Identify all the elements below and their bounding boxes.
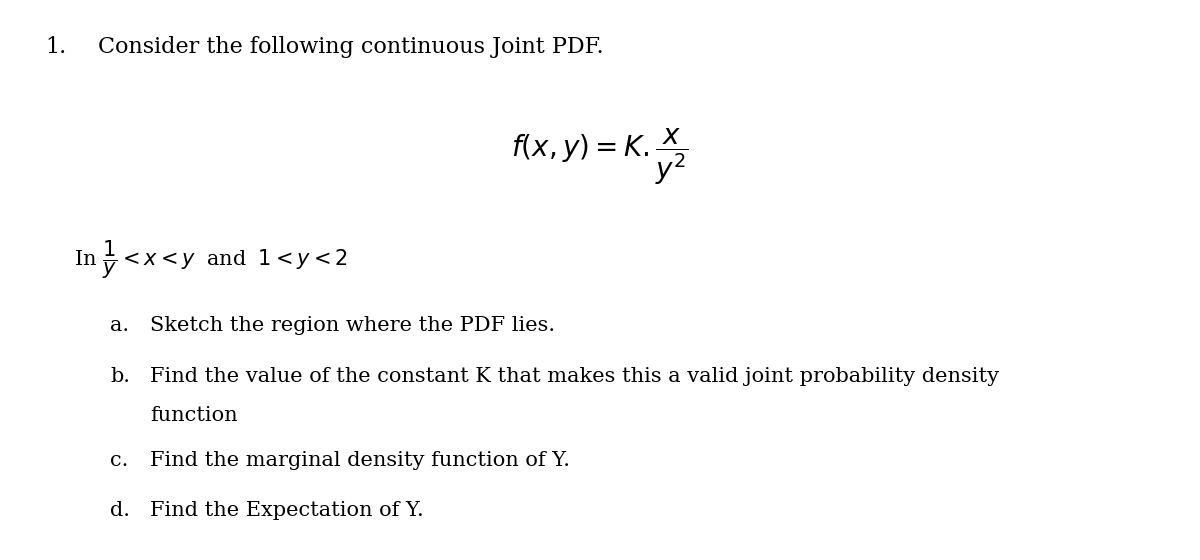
Text: In $\dfrac{1}{y} < x < y\;$ and $\;1 < y < 2$: In $\dfrac{1}{y} < x < y\;$ and $\;1 < y… <box>74 238 348 281</box>
Text: Find the value of the constant K that makes this a valid joint probability densi: Find the value of the constant K that ma… <box>150 367 1000 386</box>
Text: $f(x, y) = K.\dfrac{x}{y^2}$: $f(x, y) = K.\dfrac{x}{y^2}$ <box>511 126 689 186</box>
Text: Find the marginal density function of Y.: Find the marginal density function of Y. <box>150 451 570 470</box>
Text: 1.: 1. <box>46 36 67 58</box>
Text: a.: a. <box>110 316 130 335</box>
Text: Sketch the region where the PDF lies.: Sketch the region where the PDF lies. <box>150 316 556 335</box>
Text: c.: c. <box>110 451 128 470</box>
Text: Find the Expectation of Y.: Find the Expectation of Y. <box>150 501 424 520</box>
Text: b.: b. <box>110 367 131 386</box>
Text: function: function <box>150 406 238 425</box>
Text: d.: d. <box>110 501 131 520</box>
Text: Consider the following continuous Joint PDF.: Consider the following continuous Joint … <box>98 36 604 58</box>
